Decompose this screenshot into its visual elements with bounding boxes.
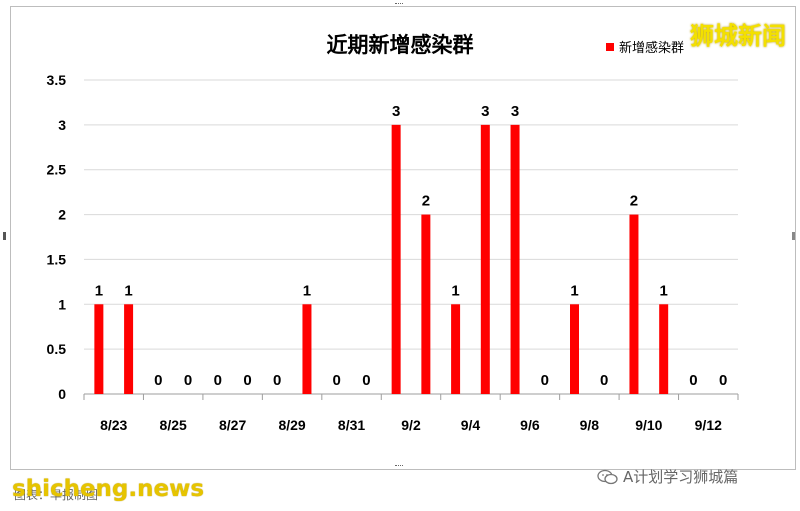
y-tick-label: 0.5 xyxy=(47,341,67,357)
x-tick-label: 8/31 xyxy=(338,417,365,433)
x-tick-label: 9/6 xyxy=(520,417,540,433)
x-tick-label: 8/23 xyxy=(100,417,127,433)
data-label: 2 xyxy=(422,193,430,210)
data-label: 0 xyxy=(273,372,281,389)
bar xyxy=(570,304,579,394)
bar xyxy=(302,304,312,394)
y-tick-label: 0 xyxy=(58,386,66,402)
wechat-icon xyxy=(597,469,619,485)
bar xyxy=(659,304,669,394)
data-label: 1 xyxy=(660,282,668,299)
data-label: 0 xyxy=(214,372,222,389)
x-tick-label: 8/29 xyxy=(278,417,305,433)
data-label: 0 xyxy=(154,372,162,389)
data-label: 0 xyxy=(600,372,608,389)
data-label: 1 xyxy=(303,282,311,299)
x-tick-label: 9/12 xyxy=(695,417,722,433)
data-label: 0 xyxy=(333,372,341,389)
data-label: 0 xyxy=(541,372,549,389)
x-tick-label: 9/10 xyxy=(635,417,662,433)
legend-label: 新增感染群 xyxy=(619,40,684,56)
y-tick-label: 1 xyxy=(58,296,66,312)
x-tick-label: 9/8 xyxy=(580,417,600,433)
watermark-bottom: shicheng.news xyxy=(12,476,205,502)
data-label: 3 xyxy=(481,103,489,120)
watermark-top: 狮城新闻 xyxy=(690,22,786,50)
data-label: 3 xyxy=(392,103,400,120)
wechat-label: A计划学习狮城篇 xyxy=(623,468,739,486)
x-tick-label: 9/4 xyxy=(461,417,481,433)
y-tick-label: 3.5 xyxy=(47,72,67,88)
resize-handle-bottom[interactable] xyxy=(395,465,403,471)
bar xyxy=(391,124,401,394)
resize-handle-left[interactable] xyxy=(3,232,6,240)
y-tick-label: 2 xyxy=(58,207,66,223)
chart-title: 近期新增感染群 xyxy=(327,33,474,57)
bar xyxy=(510,124,520,394)
y-tick-label: 3 xyxy=(58,117,66,133)
data-label: 1 xyxy=(451,282,459,299)
bar xyxy=(94,304,104,394)
x-tick-label: 9/2 xyxy=(401,417,421,433)
data-label: 1 xyxy=(570,282,578,299)
data-label: 1 xyxy=(124,282,132,299)
bar xyxy=(124,304,134,394)
bar xyxy=(480,124,490,394)
x-tick-label: 8/25 xyxy=(160,417,187,433)
y-tick-label: 2.5 xyxy=(47,162,67,178)
data-label: 0 xyxy=(184,372,192,389)
data-label: 1 xyxy=(95,282,103,299)
chart-caption: 图表：早报制图 xyxy=(14,488,99,502)
bar xyxy=(629,214,639,394)
data-label: 0 xyxy=(362,372,370,389)
bar xyxy=(421,214,431,394)
data-label: 0 xyxy=(243,372,251,389)
x-tick-label: 8/27 xyxy=(219,417,246,433)
data-label: 3 xyxy=(511,103,519,120)
resize-handle-top[interactable] xyxy=(395,3,403,9)
data-label: 0 xyxy=(689,372,697,389)
wechat-account: A计划学习狮城篇 xyxy=(597,466,738,487)
bar xyxy=(451,304,461,394)
y-tick-label: 1.5 xyxy=(47,251,67,267)
data-label: 2 xyxy=(630,193,638,210)
data-label: 0 xyxy=(719,372,727,389)
legend-swatch xyxy=(606,43,614,51)
resize-handle-right[interactable] xyxy=(792,232,795,240)
